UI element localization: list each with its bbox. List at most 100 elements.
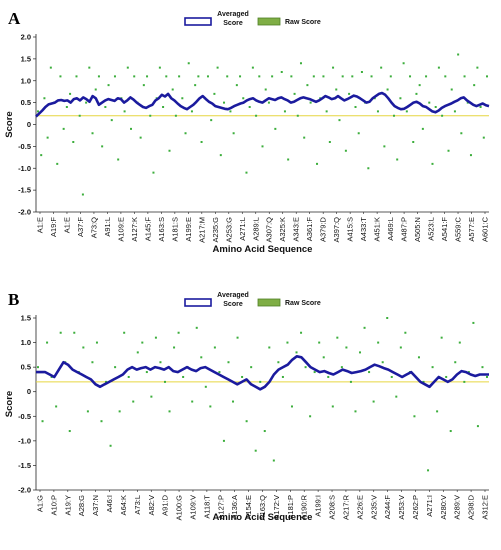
raw-score-point [146, 75, 149, 78]
raw-score-point [251, 66, 254, 69]
raw-score-point [417, 356, 420, 359]
y-tick-label: 1.5 [21, 314, 31, 323]
legend-swatch-averaged [184, 17, 212, 26]
raw-score-point [389, 75, 392, 78]
raw-score-point [271, 75, 274, 78]
raw-score-point [86, 410, 89, 413]
raw-score-point [336, 336, 339, 339]
raw-score-point [268, 346, 271, 349]
raw-score-point [363, 326, 366, 329]
x-tick-label: A451:K [373, 217, 382, 242]
raw-score-point [354, 410, 357, 413]
y-tick-label: -1.0 [18, 164, 31, 173]
raw-score-point [325, 110, 328, 113]
raw-score-point [460, 132, 463, 135]
raw-score-point [72, 141, 75, 143]
raw-score-point [163, 380, 166, 383]
raw-score-point [104, 106, 107, 108]
raw-score-point [345, 346, 348, 349]
raw-score-point [245, 420, 248, 423]
raw-score-point [313, 371, 316, 374]
raw-score-point [309, 415, 312, 418]
raw-score-point [113, 75, 116, 78]
raw-score-point [168, 410, 171, 413]
raw-score-point [422, 380, 425, 383]
raw-score-point [386, 317, 389, 319]
x-tick-label: A109:V [188, 495, 197, 520]
x-tick-label: A1:G [36, 495, 45, 512]
raw-score-point [37, 366, 39, 369]
raw-score-point [405, 110, 408, 113]
x-tick-label: A46:I [105, 495, 114, 513]
raw-score-point [463, 75, 466, 78]
raw-score-point [182, 375, 185, 378]
raw-score-point [399, 97, 402, 100]
raw-score-point [145, 371, 148, 374]
x-axis-title: Amino Acid Sequence [213, 244, 313, 255]
raw-score-point [392, 114, 395, 117]
raw-score-point [367, 167, 370, 170]
raw-score-point [428, 101, 431, 104]
raw-score-point [210, 119, 213, 122]
x-tick-label: A28:G [77, 495, 86, 516]
raw-score-point [295, 351, 298, 354]
raw-score-point [261, 145, 264, 148]
raw-score-point [165, 75, 168, 78]
raw-score-point [114, 366, 117, 369]
raw-score-point [357, 132, 360, 135]
raw-score-point [105, 380, 108, 383]
raw-score-point [267, 101, 270, 104]
x-tick-label: A487:P [400, 217, 409, 242]
y-tick-label: -1.0 [18, 436, 31, 445]
raw-score-point [219, 154, 222, 157]
raw-score-point [223, 101, 226, 104]
raw-score-point [286, 341, 289, 344]
raw-score-point [322, 356, 325, 359]
x-tick-label: A325:K [278, 217, 287, 242]
raw-score-point [316, 162, 319, 165]
x-tick-label: A199:I [314, 495, 323, 517]
raw-score-point [158, 66, 161, 69]
raw-score-point [69, 92, 72, 95]
raw-score-point [309, 101, 312, 104]
raw-score-point [454, 361, 457, 364]
x-tick-label: A253:V [397, 495, 406, 520]
raw-score-point [386, 88, 389, 91]
raw-score-point [421, 127, 424, 130]
x-tick-label: A37:F [76, 217, 85, 237]
y-tick-label: 0 [27, 387, 31, 396]
y-tick-label: -1.5 [18, 461, 31, 470]
raw-score-point [229, 110, 232, 113]
y-axis-title: Score [4, 391, 15, 417]
raw-score-point [250, 366, 253, 369]
y-tick-label: 0.5 [21, 98, 31, 107]
raw-score-point [200, 356, 203, 359]
y-tick-label: 1.0 [21, 76, 31, 85]
raw-score-point [396, 158, 399, 161]
raw-score-point [290, 405, 293, 408]
raw-score-point [418, 84, 421, 87]
x-tick-label: A298:D [467, 494, 476, 520]
raw-score-point [259, 380, 262, 383]
x-tick-label: A91:L [103, 217, 112, 237]
raw-score-point [280, 71, 283, 73]
legend-label-raw: Raw Score [285, 19, 321, 26]
raw-score-point [159, 361, 162, 364]
legend-label-averaged: Averaged [217, 11, 249, 18]
x-tick-label: A172:V [272, 495, 281, 520]
raw-score-point [290, 75, 293, 78]
raw-score-point [236, 336, 239, 339]
raw-score-point [404, 331, 407, 334]
raw-score-point [174, 114, 177, 117]
raw-score-point [232, 400, 235, 403]
raw-score-point [466, 101, 469, 104]
raw-score-point [258, 75, 261, 78]
raw-score-point [178, 75, 181, 78]
raw-score-point [37, 110, 39, 113]
x-tick-label: A64:K [119, 495, 128, 515]
x-tick-label: A163:S [157, 217, 166, 242]
raw-score-point [62, 127, 65, 130]
x-tick-label: A127:K [130, 217, 139, 242]
raw-score-point [437, 66, 440, 69]
raw-score-point [486, 375, 488, 378]
